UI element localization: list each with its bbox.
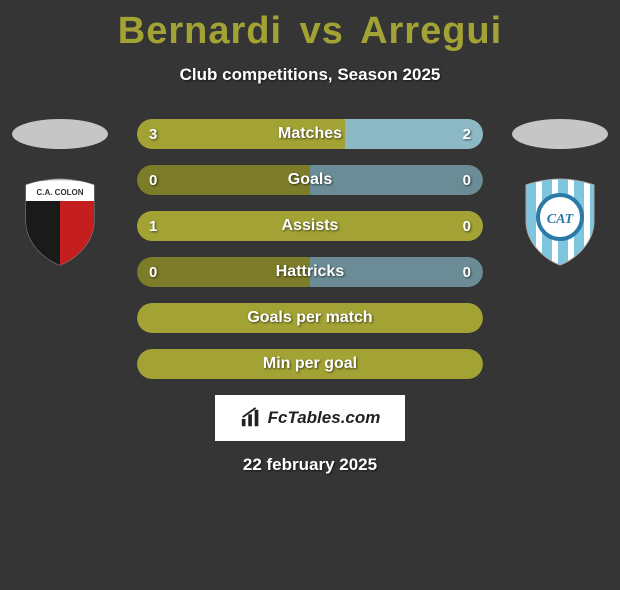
- stat-row: Min per goal: [137, 349, 483, 379]
- chart-icon: [240, 407, 262, 429]
- player2-photo-placeholder: [512, 119, 608, 149]
- stat-label: Matches: [137, 125, 483, 143]
- stat-row: 00Hattricks: [137, 257, 483, 287]
- stat-label: Goals per match: [137, 309, 483, 327]
- source-logo: FcTables.com: [215, 395, 405, 441]
- footer-date: 22 february 2025: [0, 455, 620, 475]
- stat-row: 32Matches: [137, 119, 483, 149]
- player1-photo-placeholder: [12, 119, 108, 149]
- svg-text:C.A. COLON: C.A. COLON: [36, 188, 83, 197]
- team2-badge-icon: CAT: [512, 173, 608, 269]
- title-player2: Arregui: [360, 10, 502, 52]
- comparison-area: C.A. COLON CAT 32Matches 00Goals 10Assists…: [0, 119, 620, 379]
- stat-row: 00Goals: [137, 165, 483, 195]
- stat-label: Goals: [137, 171, 483, 189]
- title-vs: vs: [300, 10, 344, 52]
- page-title: Bernardi vs Arregui: [0, 10, 620, 53]
- title-player1: Bernardi: [118, 10, 282, 52]
- subtitle: Club competitions, Season 2025: [0, 65, 620, 85]
- svg-text:CAT: CAT: [547, 212, 575, 227]
- team1-badge-icon: C.A. COLON: [12, 173, 108, 269]
- stat-row: Goals per match: [137, 303, 483, 333]
- stat-label: Assists: [137, 217, 483, 235]
- stat-bars: 32Matches 00Goals 10Assists 00Hattricks Goal…: [137, 119, 483, 379]
- player2-column: CAT: [510, 119, 610, 269]
- stat-label: Hattricks: [137, 263, 483, 281]
- stat-label: Min per goal: [137, 355, 483, 373]
- stat-row: 10Assists: [137, 211, 483, 241]
- player1-column: C.A. COLON: [10, 119, 110, 269]
- logo-text: FcTables.com: [268, 408, 381, 428]
